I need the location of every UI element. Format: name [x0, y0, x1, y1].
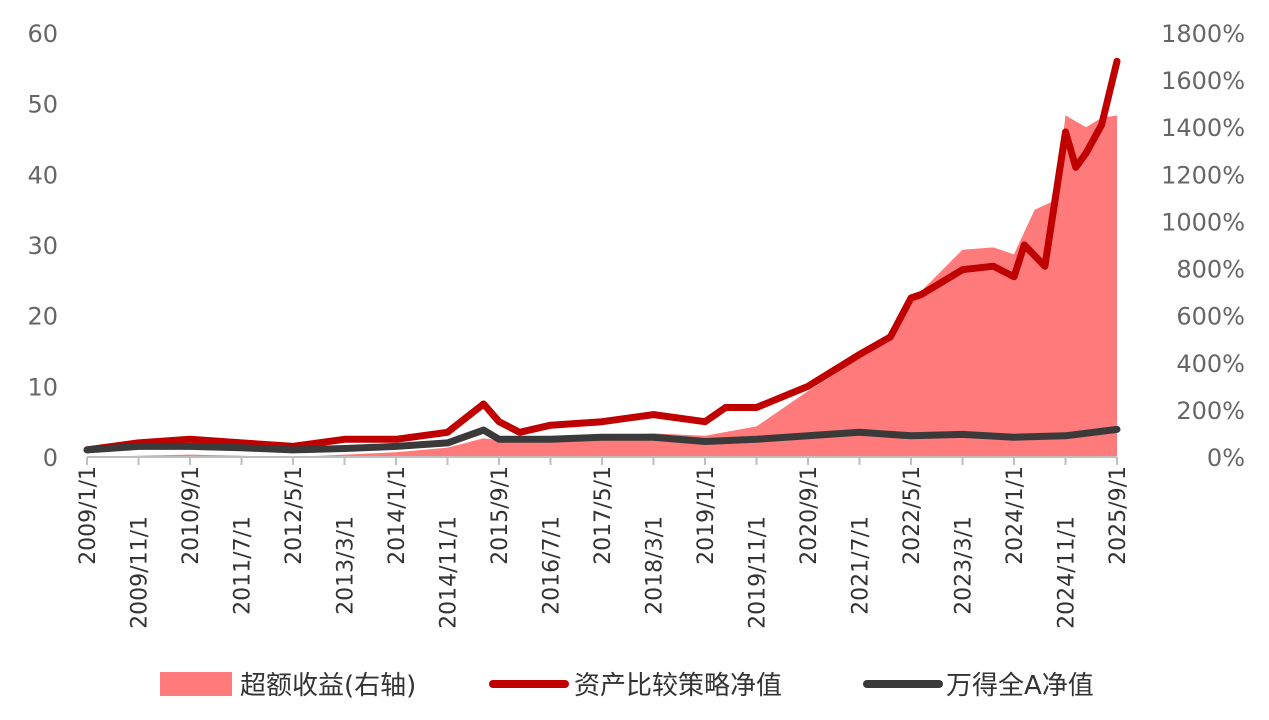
excess-return-area — [87, 115, 1117, 458]
right-y-tick-label: 1200% — [1161, 161, 1245, 189]
right-y-tick-label: 600% — [1176, 303, 1245, 331]
left-y-tick-label: 60 — [27, 20, 58, 48]
x-tick-label: 2016/7/1 — [540, 516, 565, 615]
left-y-tick-label: 40 — [27, 161, 58, 189]
right-y-tick-label: 1600% — [1161, 67, 1245, 95]
x-tick-label: 2024/1/1 — [1003, 466, 1028, 565]
left-y-tick-label: 50 — [27, 91, 58, 119]
x-tick-label: 2018/3/1 — [643, 516, 668, 615]
x-tick-label: 2024/11/1 — [1055, 516, 1080, 629]
right-y-tick-label: 400% — [1176, 350, 1245, 378]
x-tick-label: 2014/11/1 — [437, 516, 462, 629]
right-y-tick-label: 1400% — [1161, 114, 1245, 142]
left-axis-ticks: 0 10 20 30 40 50 60 — [27, 20, 58, 472]
x-tick-label: 2019/11/1 — [746, 516, 771, 629]
x-tick-label: 2020/9/1 — [797, 466, 822, 565]
right-y-tick-label: 1000% — [1161, 208, 1245, 236]
right-y-tick-label: 800% — [1176, 256, 1245, 284]
x-tick-label: 2009/11/1 — [128, 516, 153, 629]
x-tick-label: 2023/3/1 — [952, 516, 977, 615]
strategy-nav-line — [83, 57, 1121, 454]
x-tick-label: 2013/3/1 — [334, 516, 359, 615]
x-tick-label: 2022/5/1 — [900, 466, 925, 565]
nav-lines-layer — [83, 57, 1121, 454]
right-y-tick-label: 0% — [1207, 444, 1245, 472]
excess-return-area-layer — [87, 115, 1117, 458]
legend-swatch-excess-return — [160, 672, 232, 696]
x-tick-label: 2015/9/1 — [488, 466, 513, 565]
x-tick-label: 2025/9/1 — [1106, 466, 1131, 565]
x-tick-label: 2009/1/1 — [76, 466, 101, 565]
x-axis-ticks: 2009/1/1 2009/11/1 2010/9/1 2011/7/1 2012/5/… — [76, 457, 1131, 629]
right-y-tick-label: 1800% — [1161, 20, 1245, 48]
x-tick-label: 2014/1/1 — [385, 466, 410, 565]
left-y-tick-label: 0 — [43, 444, 58, 472]
x-tick-label: 2012/5/1 — [282, 466, 307, 565]
x-tick-label: 2019/1/1 — [694, 466, 719, 565]
wind-a-nav-line — [83, 425, 1121, 454]
x-tick-label: 2011/7/1 — [231, 516, 256, 615]
x-tick-label: 2017/5/1 — [591, 466, 616, 565]
x-tick-label: 2010/9/1 — [179, 466, 204, 565]
right-y-tick-label: 200% — [1176, 397, 1245, 425]
left-y-tick-label: 20 — [27, 303, 58, 331]
left-y-tick-label: 10 — [27, 373, 58, 401]
legend-label-strategy-nav: 资产比较策略净值 — [574, 671, 782, 701]
right-axis-ticks: 0% 200% 400% 600% 800% 1000% 1200% 1400% 1600% 18… — [1161, 20, 1245, 472]
legend-label-excess-return: 超额收益(右轴) — [240, 671, 416, 701]
legend: 超额收益(右轴) 资产比较策略净值 万得全A净值 — [160, 671, 1094, 701]
x-tick-label: 2021/7/1 — [849, 516, 874, 615]
left-y-tick-label: 30 — [27, 232, 58, 260]
legend-label-wind-a-nav: 万得全A净值 — [946, 671, 1094, 701]
